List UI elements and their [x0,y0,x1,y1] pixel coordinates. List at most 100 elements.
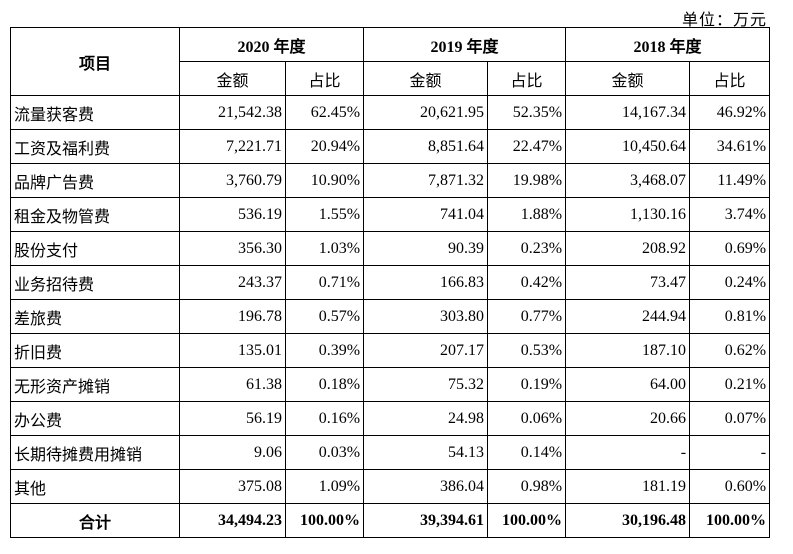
ratio-cell: 34.61% [689,129,771,164]
header-row-columns: 金额 占比 金额 占比 金额 占比 [11,61,771,96]
ratio-cell: 3.74% [689,197,771,232]
ratio-cell: 0.98% [487,469,567,504]
table-body: 流量获客费 21,542.38 62.45% 20,621.95 52.35% 14,16… [10,95,771,538]
ratio-header: 占比 [487,61,567,96]
row-label: 长期待摊费用摊销 [10,435,180,470]
ratio-cell: 0.42% [487,265,567,300]
amount-cell: 207.17 [363,333,489,368]
amount-cell: 375.08 [179,469,286,504]
ratio-cell: 0.23% [487,231,567,266]
item-header: 项目 [10,27,180,96]
amount-cell: 187.10 [565,333,691,368]
row-label: 工资及福利费 [10,129,180,164]
ratio-cell: 0.69% [689,231,771,266]
table-row: 业务招待费 243.37 0.71% 166.83 0.42% 73.47 0.24% [10,265,771,300]
ratio-header: 占比 [689,61,771,96]
table-row: 办公费 56.19 0.16% 24.98 0.06% 20.66 0.07% [10,401,771,436]
amount-cell: 73.47 [565,265,691,300]
ratio-cell: 62.45% [284,95,365,130]
ratio-cell: 0.16% [284,401,365,436]
ratio-cell: 0.18% [284,367,365,402]
table-row: 其他 375.08 1.09% 386.04 0.98% 181.19 0.60% [10,469,771,504]
amount-cell: 56.19 [179,401,286,436]
row-label: 品牌广告费 [10,163,180,198]
amount-cell: 30,196.48 [565,503,691,538]
ratio-cell: 1.55% [284,197,365,232]
total-row: 合计 34,494.23 100.00% 39,394.61 100.00% 30,196… [10,503,771,538]
row-label: 流量获客费 [10,95,180,130]
row-label: 无形资产摊销 [10,367,180,402]
amount-cell: 90.39 [363,231,489,266]
ratio-cell: 0.21% [689,367,771,402]
ratio-cell: 0.24% [689,265,771,300]
amount-cell: 21,542.38 [179,95,286,130]
amount-cell: 208.92 [565,231,691,266]
amount-cell: 303.80 [363,299,489,334]
amount-cell: 10,450.64 [565,129,691,164]
ratio-cell: 0.81% [689,299,771,334]
row-label: 股份支付 [10,231,180,266]
amount-header: 金额 [179,61,286,96]
table-row: 股份支付 356.30 1.03% 90.39 0.23% 208.92 0.69% [10,231,771,266]
amount-cell: 356.30 [179,231,286,266]
ratio-cell: 0.14% [487,435,567,470]
amount-cell: 7,221.71 [179,129,286,164]
ratio-cell: 100.00% [689,503,771,538]
expense-table: 项目 2020 年度 2019 年度 2018 年度 金额 占比 金额 占比 金… [10,27,771,538]
ratio-cell: 22.47% [487,129,567,164]
ratio-cell: 11.49% [689,163,771,198]
year-header-2019: 2019 年度 [363,27,567,62]
amount-cell: - [565,435,691,470]
ratio-cell: 0.57% [284,299,365,334]
row-label: 业务招待费 [10,265,180,300]
ratio-cell: - [689,435,771,470]
amount-cell: 196.78 [179,299,286,334]
amount-cell: 39,394.61 [363,503,489,538]
table-row: 差旅费 196.78 0.57% 303.80 0.77% 244.94 0.81% [10,299,771,334]
amount-header: 金额 [363,61,489,96]
ratio-cell: 0.07% [689,401,771,436]
ratio-cell: 19.98% [487,163,567,198]
amount-cell: 9.06 [179,435,286,470]
table-row: 无形资产摊销 61.38 0.18% 75.32 0.19% 64.00 0.21% [10,367,771,402]
ratio-cell: 1.09% [284,469,365,504]
row-label: 租金及物管费 [10,197,180,232]
ratio-cell: 20.94% [284,129,365,164]
ratio-cell: 0.62% [689,333,771,368]
unit-label: 单位：万元 [681,12,767,29]
table-row: 工资及福利费 7,221.71 20.94% 8,851.64 22.47% 10,450… [10,129,771,164]
table-row: 租金及物管费 536.19 1.55% 741.04 1.88% 1,130.16 3.74… [10,197,771,232]
amount-cell: 54.13 [363,435,489,470]
amount-cell: 181.19 [565,469,691,504]
row-label: 其他 [10,469,180,504]
amount-cell: 386.04 [363,469,489,504]
amount-cell: 14,167.34 [565,95,691,130]
row-label: 差旅费 [10,299,180,334]
ratio-cell: 100.00% [284,503,365,538]
year-header-2018: 2018 年度 [565,27,771,62]
ratio-cell: 46.92% [689,95,771,130]
amount-header: 金额 [565,61,691,96]
amount-cell: 135.01 [179,333,286,368]
amount-cell: 3,760.79 [179,163,286,198]
table-row: 长期待摊费用摊销 9.06 0.03% 54.13 0.14% - - [10,435,771,470]
amount-cell: 34,494.23 [179,503,286,538]
ratio-cell: 0.77% [487,299,567,334]
ratio-cell: 1.03% [284,231,365,266]
table-row: 品牌广告费 3,760.79 10.90% 7,871.32 19.98% 3,468.0… [10,163,771,198]
amount-cell: 536.19 [179,197,286,232]
table-row: 流量获客费 21,542.38 62.45% 20,621.95 52.35% 14,16… [10,95,771,130]
amount-cell: 166.83 [363,265,489,300]
amount-cell: 243.37 [179,265,286,300]
ratio-cell: 1.88% [487,197,567,232]
amount-cell: 61.38 [179,367,286,402]
amount-cell: 741.04 [363,197,489,232]
amount-cell: 24.98 [363,401,489,436]
year-header-2020: 2020 年度 [178,27,365,62]
ratio-cell: 0.39% [284,333,365,368]
ratio-cell: 10.90% [284,163,365,198]
amount-cell: 8,851.64 [363,129,489,164]
amount-cell: 244.94 [565,299,691,334]
ratio-header: 占比 [284,61,365,96]
ratio-cell: 0.53% [487,333,567,368]
